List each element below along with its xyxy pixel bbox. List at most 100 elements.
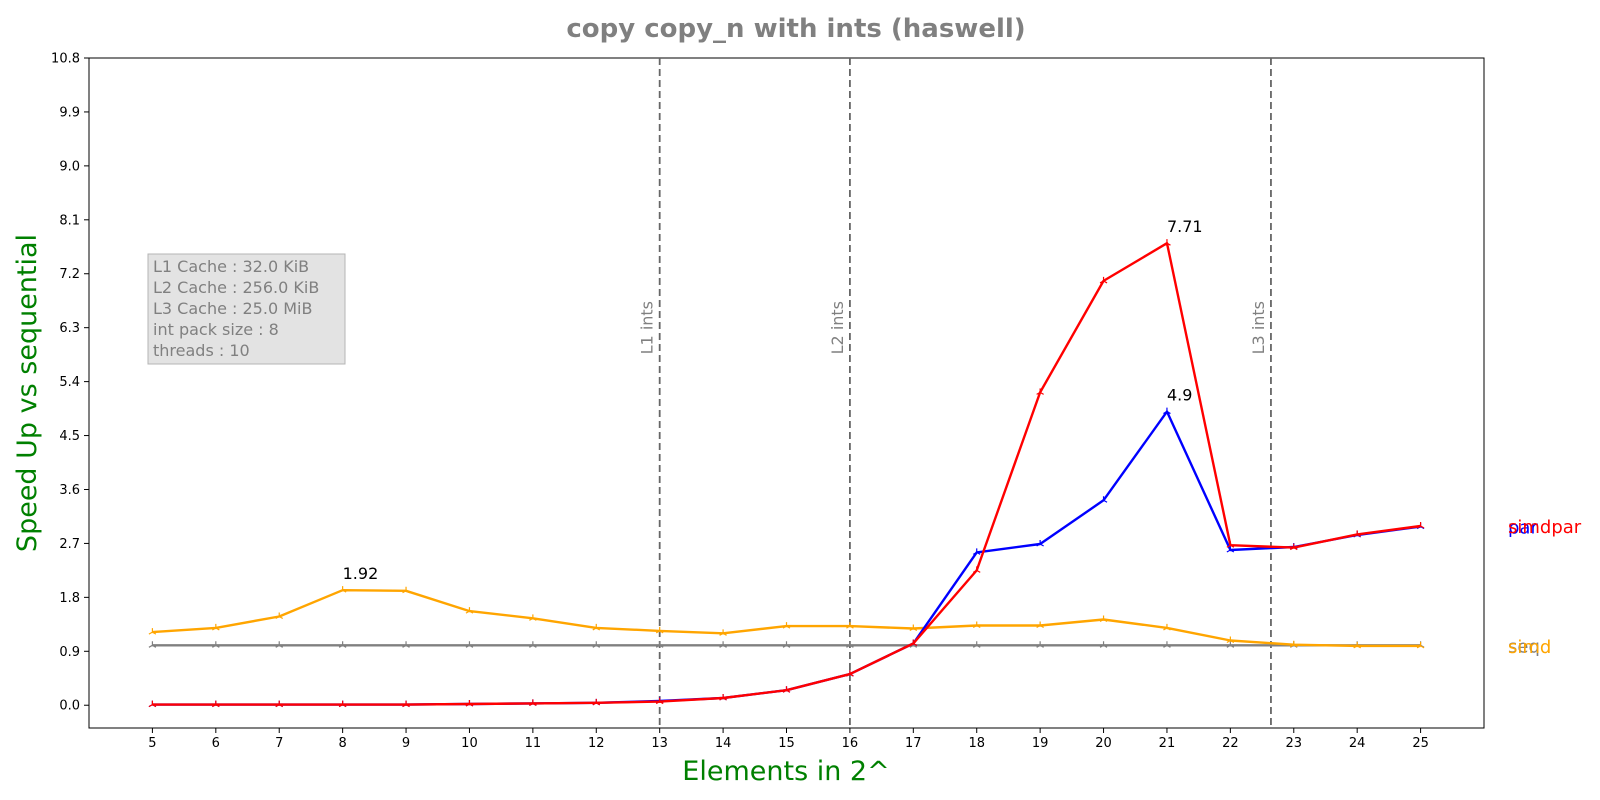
data-point-simd [972,621,981,629]
end-label-seq: seq [1508,636,1540,657]
data-point-par [1226,546,1235,553]
data-point-simd [212,623,220,631]
data-point-seq [846,641,854,648]
data-point-seq [1226,641,1235,648]
x-tick-label: 6 [212,736,220,751]
y-tick-label: 2.7 [59,537,80,552]
data-point-simd [1226,636,1235,644]
y-tick-label: 0.9 [59,645,80,660]
x-tick-label: 10 [461,736,478,751]
data-point-simd [275,612,284,620]
info-box [147,253,346,365]
peak-annotation: 1.92 [343,564,379,583]
y-tick-label: 0.0 [59,699,80,714]
data-point-seq [1163,641,1171,648]
data-point-simd [529,614,537,621]
data-point-simdpar [1226,541,1235,548]
data-point-simdpar [1353,530,1361,537]
data-point-par [1036,540,1044,547]
data-point-simd [909,624,918,632]
data-point-simd [1163,623,1171,631]
data-point-simdpar [275,700,284,708]
data-point-simd [846,622,854,629]
data-point-simd [1099,615,1108,623]
info-box-line: int pack size : 8 [153,320,279,339]
y-tick-label: 4.5 [59,429,80,444]
cache-boundary-label: L3 ints [1249,301,1268,354]
data-point-seq [402,641,410,648]
end-label-par: par [1508,518,1538,539]
data-point-seq [1036,641,1044,648]
data-point-simdpar [909,639,918,647]
end-label-simd: simd [1508,637,1551,658]
x-tick-label: 23 [1285,736,1302,751]
data-point-simd [782,622,791,629]
data-point-simd [1036,621,1044,629]
data-point-simdpar [465,700,474,707]
info-box-line: L3 Cache : 25.0 MiB [153,299,312,318]
x-tick-label: 8 [338,736,346,751]
data-point-simdpar [338,700,347,708]
y-tick-label: 9.9 [59,105,80,120]
data-point-simd [148,628,157,635]
data-point-simdpar [1036,388,1044,395]
x-tick-label: 14 [715,736,732,751]
plot-area: 0.0 0.9 1.8 2.7 3.6 4.5 5.4 6.3 7.2 8.1 9.0 9.9 10.8… [51,52,1582,752]
data-point-seq [592,641,601,648]
x-tick-label: 12 [588,736,605,751]
info-box-line: L1 Cache : 32.0 KiB [153,257,309,276]
series-line-par [152,410,1421,706]
axes-frame [88,57,1485,729]
y-tick-label: 3.6 [59,483,80,498]
x-tick-label: 17 [905,736,922,751]
data-point-simd [338,586,347,593]
x-tick-label: 5 [148,736,156,751]
x-tick-label: 18 [968,736,985,751]
data-point-simd [1416,641,1425,649]
data-point-par [1163,407,1171,415]
data-point-seq [1099,641,1108,648]
data-point-simdpar [592,698,601,706]
x-tick-label: 9 [402,736,410,751]
data-point-simdpar [529,699,537,706]
x-tick-label: 20 [1095,736,1112,751]
data-point-seq [529,641,537,648]
data-point-simd [719,629,727,636]
y-tick-label: 1.8 [59,591,80,606]
data-point-simdpar [1416,522,1425,529]
data-point-seq [275,641,284,648]
x-tick-label: 7 [275,736,283,751]
data-point-seq [338,641,347,648]
y-axis-label: Speed Up vs sequential [12,234,43,552]
x-axis-label: Elements in 2^ [682,756,889,787]
data-point-par [972,548,981,555]
peak-annotation: 4.9 [1167,386,1192,405]
data-point-simd [402,586,410,594]
data-point-seq [972,641,981,648]
y-tick-label: 8.1 [59,213,80,228]
info-box-line: threads : 10 [153,341,250,360]
info-box-line: L2 Cache : 256.0 KiB [153,278,319,297]
data-point-simd [592,623,601,631]
data-point-seq [212,641,220,648]
data-point-simdpar [148,700,157,708]
chart-title: copy copy_n with ints (haswell) [566,14,1025,44]
data-point-simdpar [655,697,664,705]
x-tick-label: 25 [1412,736,1429,751]
y-tick-label: 5.4 [59,375,80,390]
data-point-simdpar [1163,239,1171,246]
data-point-simd [465,607,474,614]
cache-boundary-label: L1 ints [638,301,657,354]
x-tick-label: 21 [1159,736,1176,751]
data-point-simdpar [212,700,220,708]
data-point-simdpar [846,670,854,677]
data-point-simd [655,626,664,634]
y-tick-label: 6.3 [59,321,80,336]
x-tick-label: 16 [842,736,859,751]
x-tick-label: 22 [1222,736,1239,751]
data-point-simdpar [1099,276,1108,284]
x-tick-label: 19 [1032,736,1049,751]
data-point-simdpar [782,686,791,693]
y-tick-label: 7.2 [59,267,80,282]
